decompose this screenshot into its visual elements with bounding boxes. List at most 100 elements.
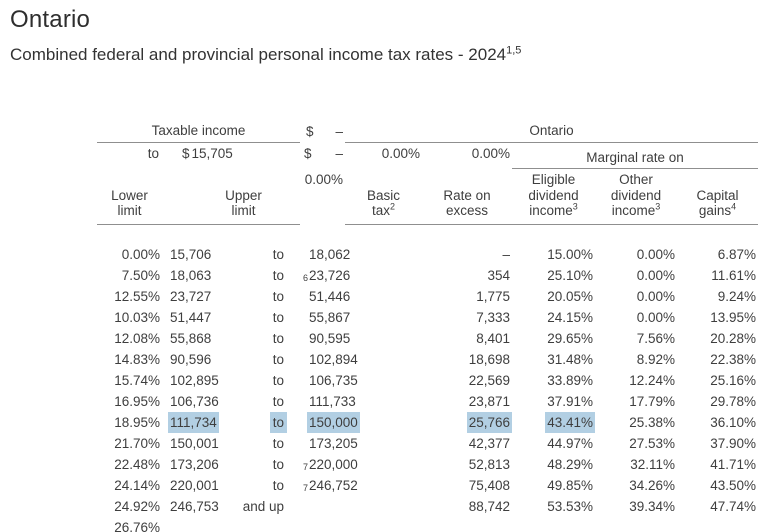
basic-tax-value: 8,401	[476, 330, 510, 346]
basic-tax-cell: 1,775	[422, 286, 512, 307]
range-connector-cell: to	[200, 307, 287, 328]
rate-on-excess-value: 15.00%	[547, 246, 593, 262]
basic-tax-cell: 23,871	[422, 391, 512, 412]
upper-limit-footnote-cell: 7	[300, 475, 345, 496]
eligible-dividend-cell: 12.24%	[595, 370, 677, 391]
lower-limit-cell: 246,753	[162, 496, 219, 517]
capital-gains-value: 21.70%	[114, 435, 160, 451]
eligible-dividend-cell: 27.53%	[595, 433, 677, 454]
rate-on-excess-value: 29.65%	[547, 330, 593, 346]
lower-limit-cell: 106,736	[162, 391, 219, 412]
capital-gains-cell: 24.14%	[97, 475, 162, 496]
range-connector-value: to	[269, 411, 287, 433]
group-header-taxable-income-label: Taxable income	[151, 123, 246, 138]
upper-limit-value: 51,446	[309, 288, 351, 304]
subtitle-text: Combined federal and provincial personal…	[10, 45, 507, 64]
rate-on-excess-cell: 15.00%	[512, 244, 595, 265]
basic-tax-value: –	[502, 246, 510, 262]
eligible-dividend-value: 25.38%	[629, 414, 675, 430]
eligible-dividend-cell: 32.11%	[595, 454, 677, 475]
other-dividend-cell: 13.95%	[677, 307, 758, 328]
basic-tax-cell: 8,401	[422, 328, 512, 349]
column-header-eligible-dividend: Eligible dividend income3	[512, 169, 595, 225]
other-dividend-cell: 9.24%	[677, 286, 758, 307]
section-gap-cell	[345, 328, 422, 349]
subtitle-footnote-refs: 1,5	[506, 44, 522, 57]
upper-limit-cell: 111,733	[287, 391, 356, 412]
capital-gains-cell: 26.76%	[97, 517, 162, 532]
basic-tax-value: 75,408	[468, 477, 510, 493]
range-connector-value: to	[272, 477, 284, 493]
range-connector-cell: to	[97, 143, 162, 164]
upper-limit-footnote-cell: 6	[300, 265, 345, 286]
eligible-dividend-value: 12.24%	[629, 372, 675, 388]
header-gap	[97, 225, 758, 244]
lower-limit-value: 51,447	[170, 309, 212, 325]
range-connector-value: to	[272, 288, 284, 304]
eligible-dividend-value: 0.00%	[471, 146, 510, 161]
upper-limit-footnote-cell	[300, 391, 345, 412]
group-header-taxable-income: Taxable income	[97, 121, 300, 143]
capital-gains-value: 10.03%	[114, 309, 160, 325]
range-connector-value: to	[147, 146, 159, 161]
other-dividend-value: 29.78%	[710, 393, 756, 409]
capital-gains-cell: 0.00%	[97, 244, 162, 265]
upper-limit-footnote-cell	[300, 496, 345, 517]
other-dividend-cell: 47.74%	[677, 496, 758, 517]
upper-limit-cell: $ 15,705	[162, 143, 233, 164]
group-header-marginal-rate: Marginal rate on	[512, 143, 758, 169]
basic-tax-value: 42,377	[468, 435, 510, 451]
other-dividend-value: 11.61%	[711, 267, 756, 283]
lower-limit-value: 23,727	[170, 288, 212, 304]
eligible-dividend-cell: 39.34%	[595, 496, 677, 517]
upper-limit-cell: 51,446	[287, 286, 350, 307]
other-dividend-cell: 20.28%	[677, 328, 758, 349]
rate-on-excess-cell: 37.91%	[512, 391, 595, 412]
eligible-dividend-value: 39.34%	[629, 498, 675, 514]
lower-limit-value: 111,734	[168, 411, 219, 433]
rate-on-excess-value: 24.15%	[547, 309, 593, 325]
lower-limit-value: 18,063	[170, 267, 212, 283]
lower-limit-value: 15,706	[170, 246, 212, 262]
currency-sign: $	[304, 146, 312, 161]
lower-limit-cell: 90,596	[162, 349, 211, 370]
eligible-dividend-cell: 0.00%	[422, 143, 512, 164]
upper-limit-cell: 246,752	[287, 475, 358, 496]
capital-gains-cell: 21.70%	[97, 433, 162, 454]
upper-limit-value: 246,752	[309, 477, 358, 493]
rate-on-excess-cell: 49.85%	[512, 475, 595, 496]
section-gap-cell	[345, 475, 422, 496]
eligible-dividend-value: 27.53%	[629, 435, 675, 451]
capital-gains-value: 15.74%	[114, 372, 160, 388]
footnote-ref: 6	[303, 272, 309, 283]
column-header-capital-gains: Capital gains4	[677, 169, 758, 225]
group-header-marginal-rate-label: Marginal rate on	[586, 150, 684, 165]
capital-gains-value: 7.50%	[121, 267, 160, 283]
capital-gains-value: 18.95%	[114, 414, 160, 430]
eligible-dividend-value: 0.00%	[636, 267, 675, 283]
capital-gains-cell: 12.08%	[97, 328, 162, 349]
other-dividend-cell: 11.61%	[677, 265, 758, 286]
upper-limit-value: 90,595	[309, 330, 351, 346]
lower-limit-value: 150,001	[170, 435, 219, 451]
section-gap-cell	[345, 412, 422, 433]
lower-limit-cell: 15,706	[162, 244, 211, 265]
other-dividend-cell: 41.71%	[677, 454, 758, 475]
rate-on-excess-cell: 33.89%	[512, 370, 595, 391]
basic-tax-value: 7,333	[476, 309, 510, 325]
range-connector-cell: to	[200, 433, 287, 454]
lower-limit-cell: 173,206	[162, 454, 219, 475]
upper-limit-footnote-cell	[300, 286, 345, 307]
section-gap-cell	[345, 391, 422, 412]
column-header-sup-spacer	[287, 169, 300, 225]
tax-table: Taxable income Ontario Marginal rate on …	[97, 121, 758, 532]
basic-tax-cell: 88,742	[422, 496, 512, 517]
capital-gains-cell: 12.55%	[97, 286, 162, 307]
rate-on-excess-cell: 31.48%	[512, 349, 595, 370]
range-connector-value: to	[272, 435, 284, 451]
document-page: Ontario Combined federal and provincial …	[0, 6, 768, 532]
basic-tax-cell: 7,333	[422, 307, 512, 328]
other-dividend-value: 20.28%	[710, 330, 756, 346]
upper-limit-value: 150,000	[307, 411, 360, 433]
capital-gains-cell: 16.95%	[97, 391, 162, 412]
